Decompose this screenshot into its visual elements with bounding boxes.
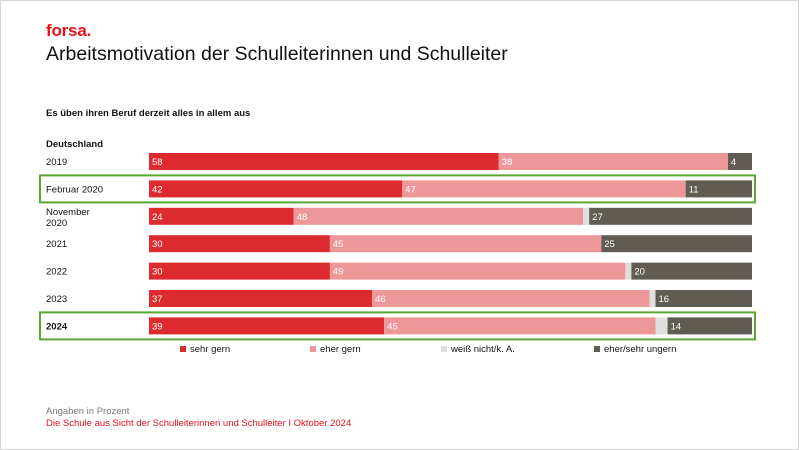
legend-label-eher-sehr-ungern: eher/sehr ungern — [604, 344, 676, 355]
category-label-2019: 2019 — [46, 157, 67, 168]
legend-label-eher-gern: eher gern — [320, 344, 361, 355]
bar-eher-sehr-ungern-2023 — [655, 290, 752, 307]
legend-label-sehr-gern: sehr gern — [190, 344, 230, 355]
forsa-logo: forsa. — [46, 21, 92, 40]
bar-sehr-gern-februar-2020 — [149, 180, 403, 198]
category-label-februar-2020: Februar 2020 — [46, 184, 103, 195]
bar-eher-gern-2019 — [498, 153, 728, 170]
legend-swatch-eher-sehr-ungern — [594, 346, 600, 352]
data-label-sehr-gern-2019: 58 — [152, 157, 163, 168]
bar-eher-sehr-ungern-februar-2020 — [685, 180, 752, 198]
bar-eher-sehr-ungern-2019 — [727, 153, 752, 170]
data-label-eher-gern-2022: 49 — [333, 267, 344, 278]
bar-eher-sehr-ungern-november-2020 — [589, 207, 752, 225]
bar-eher-gern-2021 — [329, 235, 602, 253]
bar-sehr-gern-2023 — [149, 290, 373, 307]
legend-label-weiß-nicht-k-a: weiß nicht/k. A. — [450, 344, 515, 355]
highlight-frame-februar-2020 — [39, 174, 756, 204]
data-label-sehr-gern-2022: 30 — [152, 267, 163, 278]
category-label-2021: 2021 — [46, 239, 67, 250]
bar-weiß-nicht-k-a-2023 — [649, 290, 656, 307]
data-label-eher-sehr-ungern-februar-2020: 11 — [689, 184, 699, 195]
data-label-sehr-gern-2024: 39 — [152, 321, 163, 332]
category-label-2024: 2024 — [46, 321, 68, 332]
data-label-eher-sehr-ungern-november-2020: 27 — [592, 212, 603, 223]
stacked-bar-chart: Deutschland 2019 58 38 4 Februar 2020 42 47 11 No… — [39, 139, 756, 355]
highlight-frame-2024 — [39, 311, 756, 341]
data-label-eher-sehr-ungern-2019: 4 — [731, 157, 736, 168]
bar-sehr-gern-2021 — [149, 235, 330, 253]
bar-weiß-nicht-k-a-2024 — [655, 317, 668, 335]
data-label-eher-gern-2023: 46 — [375, 294, 386, 305]
legend-swatch-weiß-nicht-k-a — [441, 346, 447, 352]
data-label-eher-gern-2024: 45 — [387, 321, 398, 332]
bar-eher-gern-februar-2020 — [402, 180, 686, 198]
footer-note: Angaben in Prozent — [46, 406, 130, 417]
page-title: Arbeitsmotivation der Schulleiterinnen u… — [46, 43, 508, 65]
bar-weiß-nicht-k-a-2022 — [625, 262, 632, 280]
legend-swatch-sehr-gern — [180, 346, 186, 352]
bar-sehr-gern-2024 — [149, 317, 385, 335]
data-label-eher-gern-2019: 38 — [502, 157, 513, 168]
data-label-eher-gern-2021: 45 — [333, 239, 344, 250]
data-label-sehr-gern-februar-2020: 42 — [152, 184, 163, 195]
data-label-eher-sehr-ungern-2024: 14 — [671, 321, 682, 332]
category-label-november-2020: November 2020 — [46, 207, 90, 229]
data-label-sehr-gern-2021: 30 — [152, 239, 163, 250]
bar-eher-gern-november-2020 — [293, 207, 584, 225]
footer-source: Die Schule aus Sicht der Schulleiterinne… — [46, 418, 352, 429]
bar-sehr-gern-november-2020 — [149, 207, 294, 225]
data-label-sehr-gern-2023: 37 — [152, 294, 163, 305]
group-label: Deutschland — [46, 139, 103, 150]
data-label-eher-gern-november-2020: 48 — [297, 212, 308, 223]
bar-weiß-nicht-k-a-november-2020 — [583, 207, 590, 225]
bar-eher-gern-2022 — [329, 262, 626, 280]
data-label-sehr-gern-november-2020: 24 — [152, 212, 163, 223]
data-label-eher-sehr-ungern-2023: 16 — [659, 294, 670, 305]
data-label-eher-sehr-ungern-2021: 25 — [604, 239, 615, 250]
bar-eher-gern-2023 — [372, 290, 650, 307]
legend-swatch-eher-gern — [310, 346, 316, 352]
bar-sehr-gern-2019 — [149, 153, 499, 170]
bar-eher-sehr-ungern-2021 — [601, 235, 752, 253]
chart-subtitle: Es üben ihren Beruf derzeit alles in all… — [46, 108, 251, 119]
bar-sehr-gern-2022 — [149, 262, 330, 280]
data-label-eher-sehr-ungern-2022: 20 — [634, 267, 645, 278]
data-label-eher-gern-februar-2020: 47 — [405, 184, 416, 195]
category-label-2022: 2022 — [46, 267, 67, 278]
bar-eher-sehr-ungern-2024 — [667, 317, 752, 335]
bar-eher-sehr-ungern-2022 — [631, 262, 752, 280]
category-label-2023: 2023 — [46, 294, 67, 305]
bar-eher-gern-2024 — [384, 317, 656, 335]
